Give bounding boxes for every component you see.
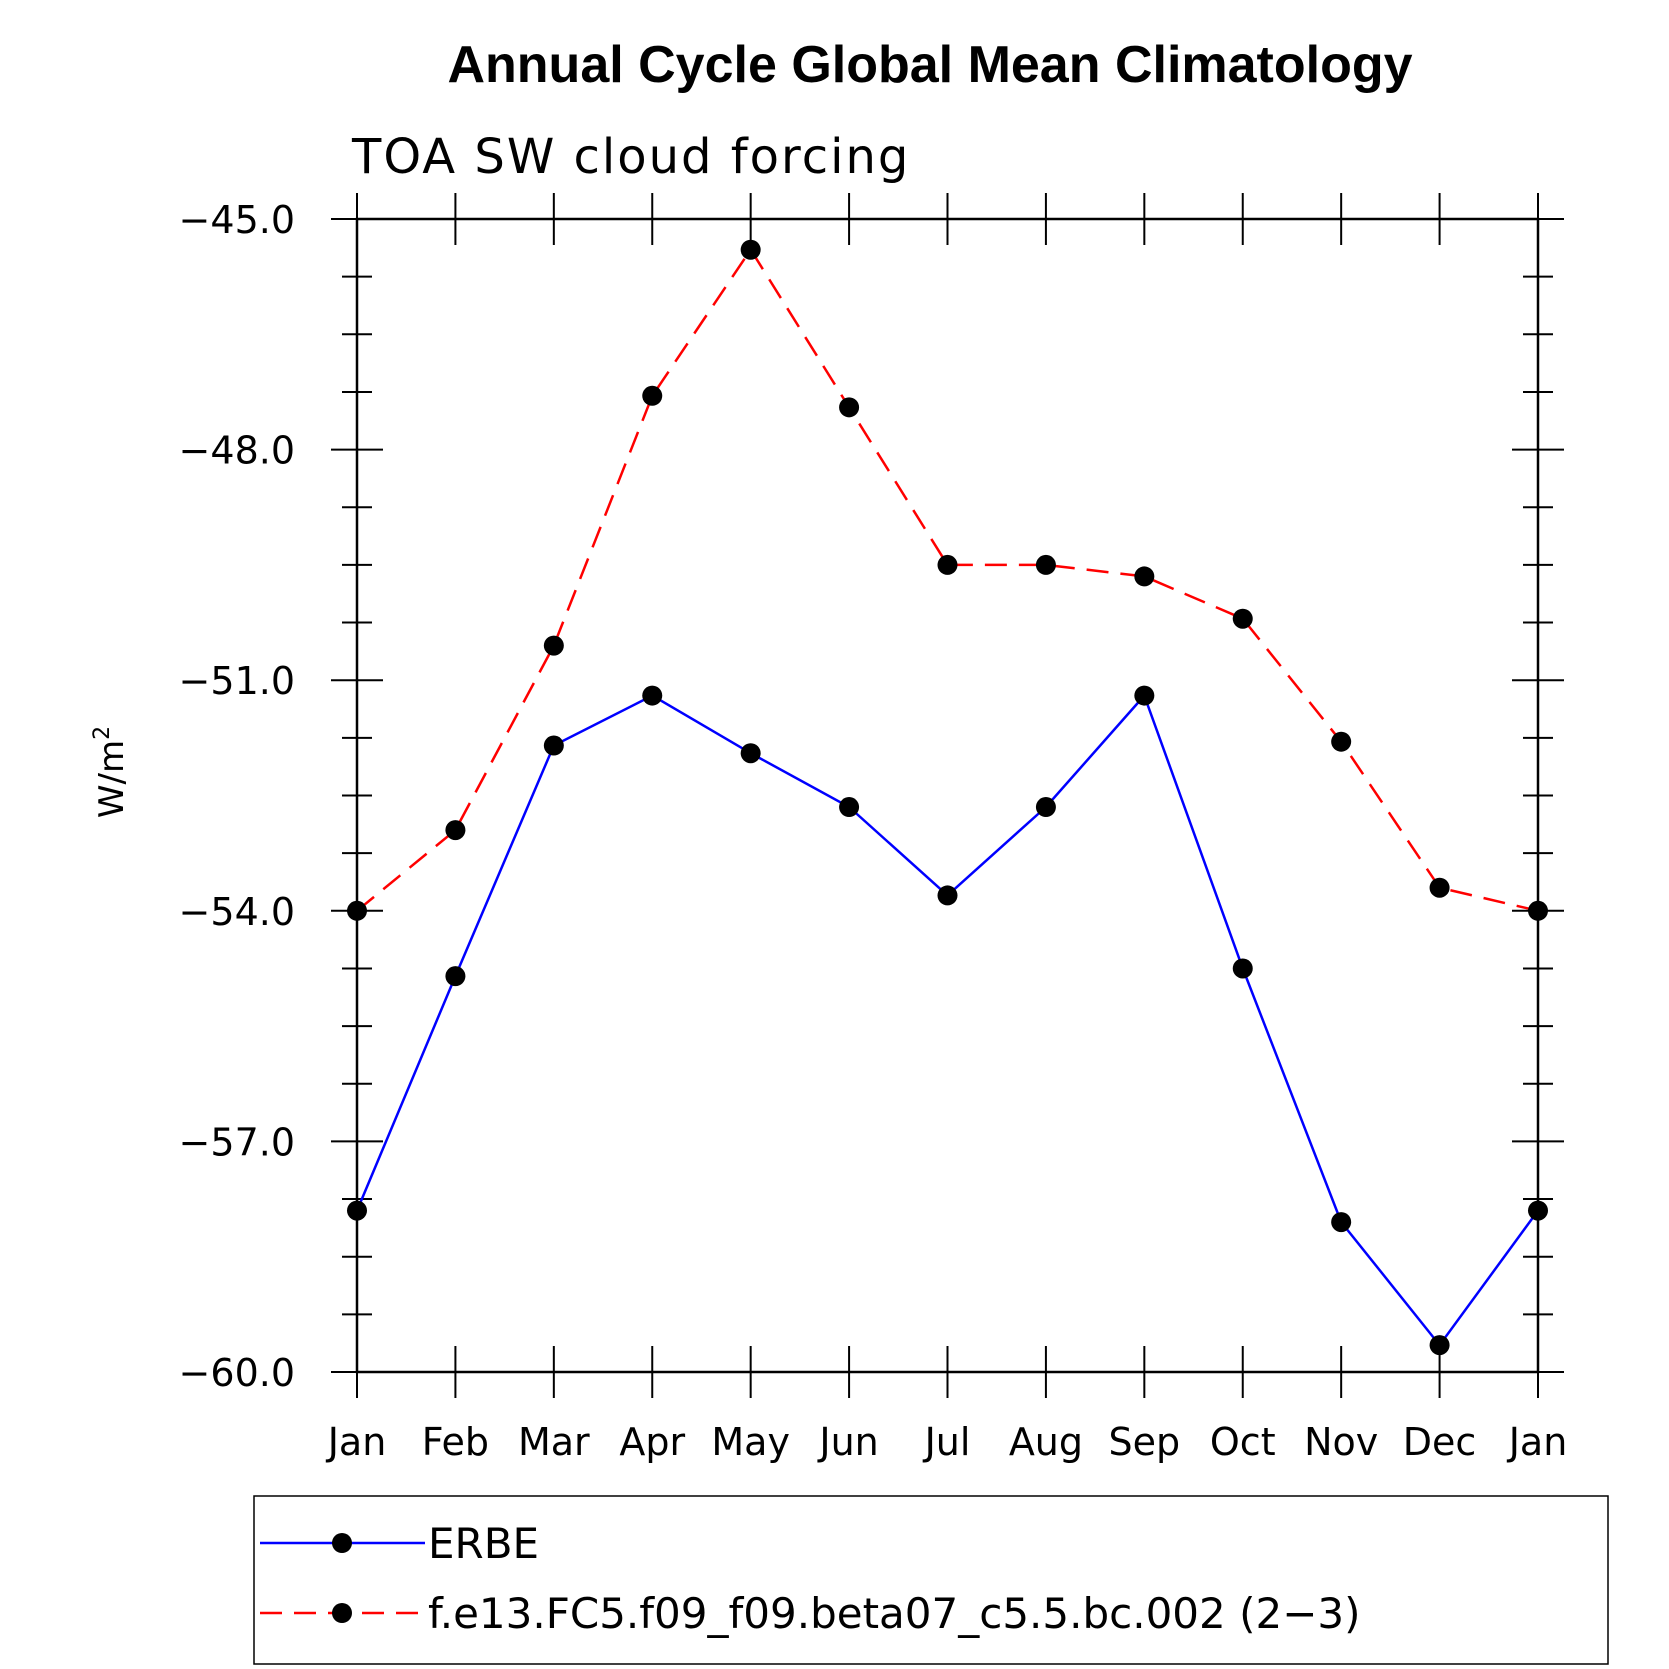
series-0-point	[937, 885, 958, 906]
chart-title: Annual Cycle Global Mean Climatology	[447, 36, 1412, 94]
series-1-point	[642, 385, 663, 406]
series-0-point	[1528, 1200, 1548, 1221]
legend-marker-erbe	[332, 1533, 352, 1553]
x-tick-label: Mar	[518, 1420, 590, 1464]
y-tick-label: −54.0	[179, 890, 295, 934]
series-0-point	[347, 1200, 367, 1221]
legend-box	[253, 1495, 1609, 1665]
series-1-point	[1331, 731, 1352, 752]
x-tick-label: Apr	[619, 1420, 685, 1464]
x-tick-label: Aug	[1009, 1420, 1083, 1464]
series-1-point	[543, 635, 564, 656]
series-0-point	[740, 743, 761, 764]
series-1-point	[1134, 566, 1155, 587]
series-layer	[347, 239, 1548, 1356]
series-0-point	[445, 966, 466, 987]
x-tick-label: Nov	[1304, 1420, 1378, 1464]
y-tick-label: −57.0	[179, 1120, 295, 1164]
legend: ERBE f.e13.FC5.f09_f09.beta07_c5.5.bc.00…	[253, 1495, 1609, 1665]
x-tick-label: Jan	[326, 1420, 387, 1464]
series-0-point	[543, 735, 564, 756]
series-1-point	[1035, 554, 1056, 575]
y-tick-label: −45.0	[179, 198, 295, 242]
series-1-point	[740, 239, 761, 260]
x-tick-label: May	[711, 1420, 790, 1464]
x-tick-label: Jun	[817, 1420, 878, 1464]
series-0-point	[1331, 1212, 1352, 1233]
series-0-point	[1232, 958, 1253, 979]
series-1-point	[1528, 900, 1548, 921]
plot-frame	[355, 217, 1540, 1374]
series-0-point	[1035, 797, 1056, 818]
x-tick-label: Dec	[1403, 1420, 1477, 1464]
series-0-point	[839, 797, 860, 818]
x-tick-label: Feb	[422, 1420, 489, 1464]
chart-subtitle: TOA SW cloud forcing	[351, 129, 910, 185]
plot-axes: −45.0 −48.0 −51.0 −54.0 −57.0 −60.0 Jan Feb Mar A…	[179, 193, 1568, 1464]
series-1-point	[347, 900, 367, 921]
legend-label-erbe: ERBE	[428, 1519, 539, 1568]
y-tick-label: −48.0	[179, 429, 295, 473]
x-tick-label: Jul	[923, 1420, 971, 1464]
y-axis-label: W/m2	[90, 726, 132, 818]
series-1-point	[937, 554, 958, 575]
series-line-1	[356, 247, 1539, 913]
series-0-point	[642, 685, 663, 706]
legend-label-model: f.e13.FC5.f09_f09.beta07_c5.5.bc.002 (2−…	[428, 1589, 1361, 1638]
series-1-point	[839, 397, 860, 418]
y-tick-label: −51.0	[179, 659, 295, 703]
series-0-point	[1429, 1335, 1450, 1356]
x-tick-label: Sep	[1109, 1420, 1181, 1464]
series-0-point	[1134, 685, 1155, 706]
series-1-point	[445, 820, 466, 841]
x-tick-label: Oct	[1210, 1420, 1276, 1464]
series-line-0	[355, 693, 1540, 1348]
series-1-point	[1429, 877, 1450, 898]
x-tick-label: Jan	[1507, 1420, 1568, 1464]
y-tick-label: −60.0	[179, 1351, 295, 1395]
series-1-point	[1232, 608, 1253, 629]
legend-marker-model	[332, 1603, 352, 1623]
